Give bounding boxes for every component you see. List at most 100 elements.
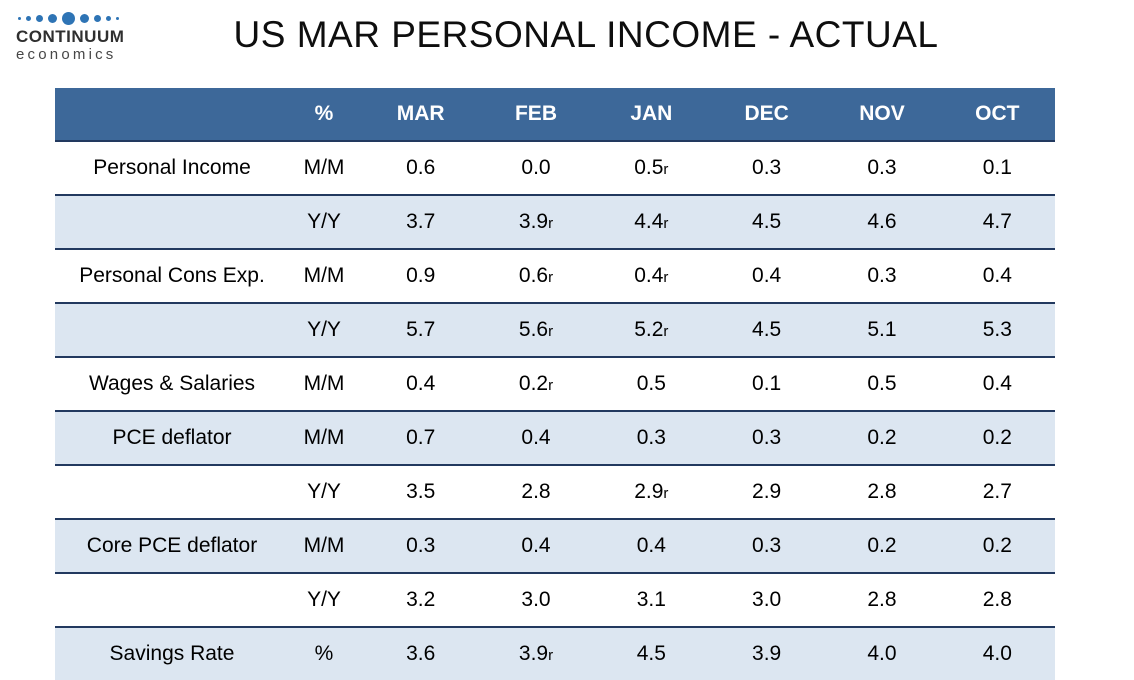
column-header-nov: NOV bbox=[824, 88, 940, 141]
table-row: Personal Cons Exp. M/M 0.9 0.6r 0.4r 0.4 0.3 0.… bbox=[55, 249, 1055, 303]
cell-value: 2.7 bbox=[982, 480, 1012, 503]
cell-value: 3.9r bbox=[518, 642, 554, 665]
column-header-mar: MAR bbox=[363, 88, 479, 141]
cell-value: 5.7 bbox=[406, 318, 436, 341]
cell-value: 4.0 bbox=[982, 642, 1012, 665]
table-row: Y/Y 3.5 2.8 2.9r 2.9 2.8 2.7 bbox=[55, 465, 1055, 519]
row-label bbox=[55, 195, 285, 249]
row-unit: M/M bbox=[303, 426, 345, 449]
cell-value: 0.2 bbox=[982, 534, 1012, 557]
cell-value: 0.2 bbox=[867, 534, 897, 557]
cell-value: 0.4 bbox=[982, 264, 1012, 287]
cell-value: 2.8 bbox=[867, 588, 897, 611]
cell-value: 4.7 bbox=[982, 210, 1012, 233]
continuum-logo: CONTINUUM economics bbox=[16, 11, 176, 63]
logo-dot-icon bbox=[36, 14, 43, 22]
table-body: Personal Income M/M 0.6 0.0 0.5r 0.3 0.3 0.1 Y/Y… bbox=[55, 141, 1055, 680]
logo-dot-icon bbox=[18, 16, 21, 20]
cell-value: 2.8 bbox=[521, 480, 551, 503]
cell-value: 5.1 bbox=[867, 318, 897, 341]
cell-value: 0.4 bbox=[636, 534, 666, 557]
table-row: Y/Y 5.7 5.6r 5.2r 4.5 5.1 5.3 bbox=[55, 303, 1055, 357]
cell-value: 3.6 bbox=[406, 642, 436, 665]
cell-value: 0.3 bbox=[752, 534, 782, 557]
cell-value: 0.3 bbox=[636, 426, 666, 449]
row-unit: M/M bbox=[303, 264, 345, 287]
table-head: % MAR FEB JAN DEC NOV OCT bbox=[55, 88, 1055, 141]
cell-value: 0.2 bbox=[982, 426, 1012, 449]
cell-value: 4.5 bbox=[752, 318, 782, 341]
income-data-table: % MAR FEB JAN DEC NOV OCT Personal Income M/M 0.… bbox=[55, 88, 1055, 680]
cell-value: 0.1 bbox=[752, 372, 782, 395]
cell-value: 0.6r bbox=[518, 264, 554, 287]
cell-value: 0.4 bbox=[406, 372, 436, 395]
row-unit: M/M bbox=[303, 534, 345, 557]
row-label bbox=[55, 465, 285, 519]
table-row: Y/Y 3.2 3.0 3.1 3.0 2.8 2.8 bbox=[55, 573, 1055, 627]
row-label: Personal Cons Exp. bbox=[79, 264, 265, 287]
cell-value: 0.3 bbox=[752, 156, 782, 179]
cell-value: 0.4r bbox=[634, 264, 669, 287]
cell-value: 3.7 bbox=[406, 210, 436, 233]
cell-value: 0.5r bbox=[634, 156, 669, 179]
cell-value: 4.4r bbox=[634, 210, 669, 233]
logo-dot-icon bbox=[62, 11, 75, 25]
logo-wordmark: CONTINUUM bbox=[16, 27, 125, 46]
column-header-blank bbox=[55, 88, 285, 141]
cell-value: 0.3 bbox=[867, 264, 897, 287]
cell-value: 0.3 bbox=[752, 426, 782, 449]
logo-dot-icon bbox=[80, 13, 89, 23]
cell-value: 0.6 bbox=[406, 156, 436, 179]
logo-dot-icon bbox=[106, 15, 111, 21]
row-unit: Y/Y bbox=[307, 318, 341, 341]
cell-value: 3.0 bbox=[752, 588, 782, 611]
logo-dot-icon bbox=[94, 14, 101, 22]
row-label: Savings Rate bbox=[109, 642, 235, 665]
masthead: CONTINUUM economics US MAR PERSONAL INCO… bbox=[0, 0, 1134, 88]
column-header-oct: OCT bbox=[939, 88, 1055, 141]
row-unit: Y/Y bbox=[307, 588, 341, 611]
row-label: PCE deflator bbox=[112, 426, 232, 449]
row-unit: M/M bbox=[303, 372, 345, 395]
column-header-dec: DEC bbox=[708, 88, 825, 141]
row-unit: M/M bbox=[303, 156, 345, 179]
table-row: Wages & Salaries M/M 0.4 0.2r 0.5 0.1 0.5 0.4 bbox=[55, 357, 1055, 411]
table-row: Y/Y 3.7 3.9r 4.4r 4.5 4.6 4.7 bbox=[55, 195, 1055, 249]
cell-value: 0.4 bbox=[521, 534, 551, 557]
cell-value: 3.0 bbox=[521, 588, 551, 611]
table-row: Personal Income M/M 0.6 0.0 0.5r 0.3 0.3 0.1 bbox=[55, 141, 1055, 195]
cell-value: 4.5 bbox=[752, 210, 782, 233]
cell-value: 2.8 bbox=[982, 588, 1012, 611]
cell-value: 3.9 bbox=[752, 642, 782, 665]
column-header-jan: JAN bbox=[593, 88, 709, 141]
table-row: Core PCE deflator M/M 0.3 0.4 0.4 0.3 0.2 0.2 bbox=[55, 519, 1055, 573]
cell-value: 2.9r bbox=[634, 480, 669, 503]
row-label bbox=[55, 573, 285, 627]
cell-value: 2.9 bbox=[752, 480, 782, 503]
logo-dots-icon bbox=[18, 11, 176, 25]
column-header-feb: FEB bbox=[478, 88, 594, 141]
cell-value: 3.1 bbox=[636, 588, 666, 611]
cell-value: 0.4 bbox=[521, 426, 551, 449]
logo-dot-icon bbox=[48, 13, 57, 23]
row-unit: Y/Y bbox=[307, 480, 341, 503]
cell-value: 0.3 bbox=[406, 534, 436, 557]
row-unit: Y/Y bbox=[307, 210, 341, 233]
logo-subtitle: economics bbox=[16, 45, 117, 63]
cell-value: 0.0 bbox=[521, 156, 551, 179]
cell-value: 4.5 bbox=[636, 642, 666, 665]
cell-value: 0.1 bbox=[982, 156, 1012, 179]
row-unit: % bbox=[314, 642, 334, 665]
cell-value: 3.9r bbox=[518, 210, 554, 233]
cell-value: 0.2 bbox=[867, 426, 897, 449]
table-row: PCE deflator M/M 0.7 0.4 0.3 0.3 0.2 0.2 bbox=[55, 411, 1055, 465]
cell-value: 0.2r bbox=[518, 372, 554, 395]
page-title: US MAR PERSONAL INCOME - ACTUAL bbox=[233, 14, 939, 55]
column-header-pct: % bbox=[285, 88, 363, 141]
row-label bbox=[55, 303, 285, 357]
logo-dot-icon bbox=[116, 16, 119, 20]
cell-value: 0.9 bbox=[406, 264, 436, 287]
cell-value: 5.3 bbox=[982, 318, 1012, 341]
cell-value: 0.4 bbox=[752, 264, 782, 287]
